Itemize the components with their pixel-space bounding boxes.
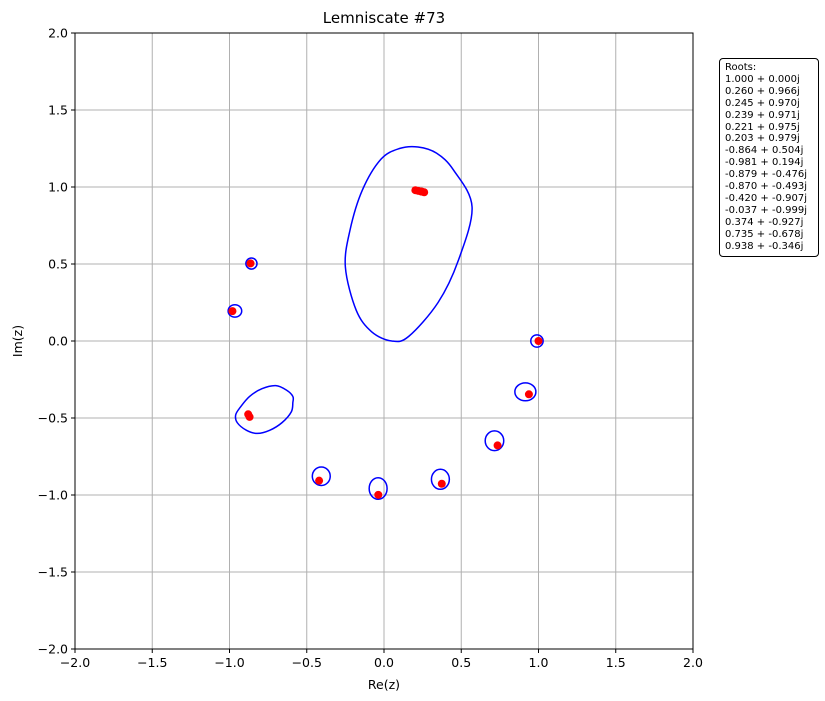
lemniscate-loop [311,466,331,487]
legend-entry: 0.260 + 0.966j [725,85,800,97]
legend-entry: -0.981 + 0.194j [725,157,804,169]
chart-title: Lemniscate #73 [323,9,445,27]
legend-entry: 0.374 + -0.927j [725,216,804,228]
legend-title: Roots: [725,62,757,73]
root-point [246,259,255,268]
lemniscate-loop [227,304,243,318]
y-tick-label: −0.5 [38,411,68,426]
legend-entries: 1.000 + 0.000j 0.260 + 0.966j 0.245 + 0.97… [725,74,813,253]
y-tick-label: 0.0 [48,334,68,349]
root-point [315,476,324,485]
x-tick-label: 1.0 [529,655,549,670]
legend-entry: -0.037 + -0.999j [725,204,807,216]
lemniscate-loop [484,430,505,452]
legend-entry: -0.879 + -0.476j [725,169,807,181]
root-point [245,412,254,421]
y-axis-label: Im(z) [10,325,25,357]
x-tick-label: −0.5 [292,655,322,670]
legend-entry: 0.221 + 0.975j [725,121,800,133]
roots-legend: Roots: 1.000 + 0.000j 0.260 + 0.966j 0.245… [719,58,819,257]
x-tick-label: −1.5 [137,655,167,670]
x-tick-label: −2.0 [60,655,90,670]
lemniscate-loop [245,257,258,270]
y-tick-label: 0.5 [48,257,68,272]
y-tick-label: 1.5 [48,103,68,118]
lemniscate-curves [227,145,544,501]
legend-entry: 0.239 + 0.971j [725,109,800,121]
grid-lines [74,32,694,650]
legend-entry: 0.245 + 0.970j [725,97,800,109]
lemniscate-curve [234,384,295,435]
legend-entry: 0.735 + -0.678j [725,228,804,240]
lemniscate-loop [430,468,451,491]
x-tick-label: 1.5 [606,655,626,670]
root-point [437,479,446,488]
root-point [493,441,502,450]
legend-entry: -0.864 + 0.504j [725,145,804,157]
root-points [228,186,543,499]
y-tick-label: −2.0 [38,642,68,657]
legend-entry: 1.000 + 0.000j [725,73,800,85]
lemniscate-loop [530,334,544,348]
root-point [374,490,383,499]
legend-entry: -0.870 + -0.493j [725,181,807,193]
x-axis-label: Re(z) [368,677,400,692]
y-tick-label: 1.0 [48,180,68,195]
lemniscate-curve [344,145,473,343]
y-tick-label: −1.5 [38,565,68,580]
x-tick-label: 2.0 [683,655,703,670]
root-point [534,337,543,345]
root-point [524,390,533,399]
lemniscate-loop [368,477,388,501]
x-tick-label: −1.0 [214,655,244,670]
axis-ticks: −2.0 −1.5 −1.0 −0.5 0.0 0.5 1.0 1.5 2.0 −2.0 −1.5 −… [38,26,703,671]
root-point [411,186,420,195]
y-tick-label: 2.0 [48,26,68,41]
x-tick-label: 0.0 [374,655,394,670]
lemniscate-loop [514,382,537,402]
legend-entry: 0.938 + -0.346j [725,240,804,252]
x-tick-label: 0.5 [451,655,471,670]
legend-entry: -0.420 + -0.907j [725,192,807,204]
root-point [228,307,237,316]
legend-entry: 0.203 + 0.979j [725,133,800,145]
y-tick-label: −1.0 [38,488,68,503]
